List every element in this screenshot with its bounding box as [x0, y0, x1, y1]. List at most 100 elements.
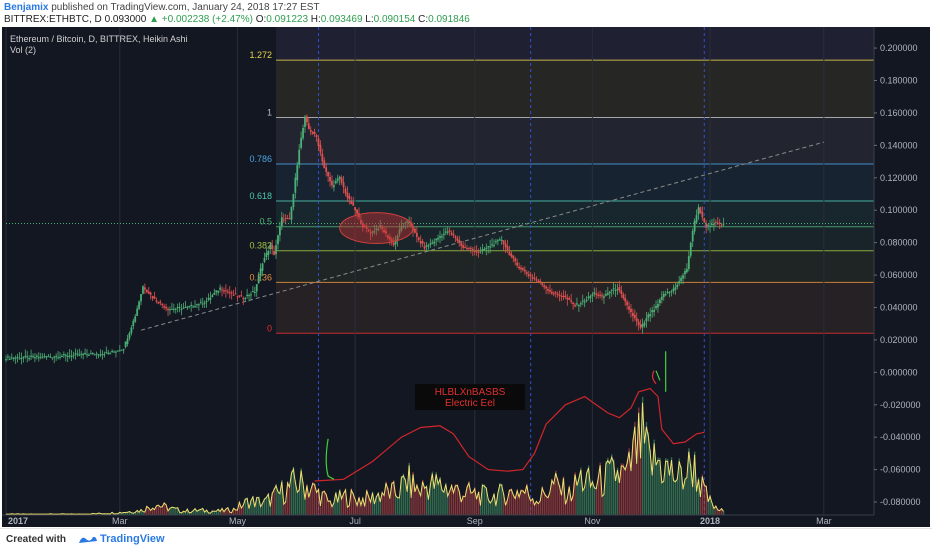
candle-body [109, 353, 112, 355]
highlight-ellipse[interactable] [339, 212, 414, 244]
volume-bar [591, 480, 594, 515]
volume-bar [144, 511, 146, 515]
volume-bar [315, 491, 318, 515]
volume-bar [231, 512, 233, 515]
candle-body [145, 289, 148, 293]
candle-body [51, 357, 54, 359]
candle-body [136, 308, 139, 316]
volume-bar [485, 487, 488, 515]
candle-body [626, 301, 629, 306]
candle-body [271, 244, 274, 249]
candle-body [82, 354, 85, 356]
volume-bar [263, 498, 266, 515]
candle-body [76, 353, 79, 355]
volume-bar [119, 512, 121, 515]
volume-bar [130, 512, 133, 515]
candle-body [296, 165, 299, 181]
candle-body [134, 316, 137, 322]
volume-bar [267, 493, 270, 515]
author-link[interactable]: Benjamix [4, 2, 49, 13]
trendline[interactable] [140, 141, 824, 331]
candle-body [55, 356, 58, 358]
candle-body [91, 352, 94, 354]
candle-body [533, 277, 536, 280]
fib-zone [276, 282, 874, 334]
volume-bar [206, 509, 208, 515]
candle-body [203, 302, 206, 304]
volume-bar [429, 483, 432, 515]
candle-body [184, 306, 187, 308]
volume-bar [437, 482, 439, 515]
candle-body [493, 245, 495, 247]
volume-bar [611, 454, 613, 515]
publish-line: Benjamix published on TradingView.com, J… [4, 2, 320, 13]
candle-body [487, 246, 490, 248]
price-axis[interactable]: 0.200000 0.180000 0.160000 0.140000 0.120000… [873, 27, 930, 527]
candle-body [566, 297, 569, 300]
candle-body [128, 332, 131, 339]
volume-bar [277, 490, 279, 515]
tradingview-brand-link[interactable]: TradingView [100, 533, 165, 545]
candle-body [49, 356, 52, 358]
candle-body [427, 245, 430, 247]
candle-body [388, 237, 391, 240]
candle-body [454, 236, 457, 239]
candle-body [504, 243, 507, 248]
candle-body [219, 287, 222, 290]
volume-bar [342, 492, 345, 515]
candle-body [637, 321, 640, 325]
candle-body [279, 226, 281, 236]
candle-body [86, 354, 88, 356]
candle-body [664, 294, 667, 296]
volume-bar [63, 513, 65, 515]
volume-bar [570, 500, 572, 515]
candle-body [595, 293, 598, 295]
volume-bar [167, 510, 169, 515]
symbol-label: BITTREX:ETHBTC, D [4, 14, 102, 25]
volume-bar [252, 496, 254, 515]
time-axis[interactable]: 2017 Mar May Jul Sep Nov 2018 Mar [2, 514, 930, 527]
volume-bar [150, 510, 152, 515]
volume-bar [381, 491, 383, 515]
dashed-trendline[interactable] [140, 141, 824, 331]
overlays[interactable] [6, 212, 874, 482]
candle-body [57, 357, 59, 359]
volume-bar [410, 496, 412, 515]
candle-body [257, 275, 260, 284]
candle-body [446, 231, 449, 233]
candle-body [14, 357, 17, 359]
candle-body [419, 240, 422, 244]
volume-bar [404, 478, 407, 515]
candle-body [441, 236, 443, 238]
volume-bar [377, 492, 380, 515]
candle-body [358, 213, 360, 218]
volume-bar [175, 507, 177, 515]
candle-body [327, 171, 330, 177]
volume-bar [711, 502, 713, 515]
volume-bar [466, 485, 468, 515]
volume-bar [549, 491, 551, 515]
volume-bar [412, 472, 414, 515]
volume-bar [198, 509, 200, 515]
time-tick-label: Mar [112, 516, 128, 526]
candle-body [176, 307, 179, 309]
candle-body [383, 229, 385, 233]
candle-body [523, 269, 526, 272]
volume-bar [366, 489, 368, 515]
candle-body [500, 239, 503, 241]
price-tick-label: 0.000000 [880, 367, 918, 377]
volume-bar [385, 481, 387, 515]
volume-bar [493, 492, 495, 515]
candle-body [360, 219, 362, 224]
volume-bar [657, 457, 659, 515]
candle-body [12, 357, 15, 359]
volume-bar [393, 480, 395, 515]
candle-body [277, 235, 279, 245]
volume-bar [607, 457, 609, 515]
candle-body [377, 228, 380, 231]
time-tick-label: Sep [467, 516, 483, 526]
candle-body [224, 290, 227, 292]
candle-body [97, 354, 100, 356]
volume-bar [225, 508, 227, 515]
